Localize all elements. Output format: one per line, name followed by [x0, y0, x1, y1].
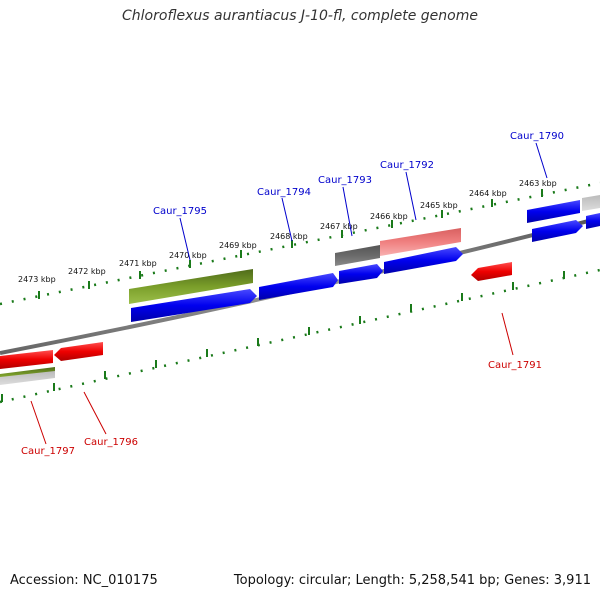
- gene-caur-1792[interactable]: [380, 228, 461, 256]
- gene-edge-blue[interactable]: [586, 213, 600, 229]
- gene-caur-1795-inner[interactable]: [131, 289, 257, 322]
- gene-caur-1793-inner[interactable]: [339, 264, 383, 284]
- gene-label-caur-1794: Caur_1794: [257, 187, 311, 198]
- tick-label: 2473 kbp: [18, 275, 56, 284]
- tick-label: 2466 kbp: [370, 212, 408, 221]
- gene-label-caur-1795: Caur_1795: [153, 206, 207, 217]
- tick-label: 2467 kbp: [320, 222, 358, 231]
- gene-caur-1790-inner[interactable]: [532, 220, 583, 242]
- forward-leaders: [179, 142, 548, 261]
- accession-text: Accession: NC_010175: [10, 573, 158, 588]
- gene-caur-1796[interactable]: [54, 342, 103, 361]
- gene-caur-1792-inner[interactable]: [384, 247, 463, 274]
- gene-label-caur-1797: Caur_1797: [21, 446, 75, 457]
- tick-label: 2471 kbp: [119, 259, 157, 268]
- gene-label-caur-1793: Caur_1793: [318, 175, 372, 186]
- gene-caur-1791[interactable]: [471, 262, 512, 281]
- genome-title: Chloroflexus aurantiacus J-10-fl, comple…: [122, 8, 478, 24]
- tick-label: 2472 kbp: [68, 267, 106, 276]
- gene-caur-1797-gray[interactable]: [0, 371, 55, 385]
- genome-info-text: Topology: circular; Length: 5,258,541 bp…: [233, 573, 591, 588]
- tick-label: 2468 kbp: [270, 232, 308, 241]
- gene-caur-1793[interactable]: [335, 245, 380, 266]
- gene-caur-1790[interactable]: [527, 200, 580, 223]
- reverse-ruler-major-ticks: [1, 271, 565, 402]
- reverse-leaders: [30, 312, 514, 445]
- gene-label-caur-1790: Caur_1790: [510, 131, 564, 142]
- tick-label: 2464 kbp: [469, 189, 507, 198]
- tick-label: 2470 kbp: [169, 251, 207, 260]
- tick-label: 2469 kbp: [219, 241, 257, 250]
- gene-label-caur-1791: Caur_1791: [488, 360, 542, 371]
- gene-caur-1794[interactable]: [259, 273, 338, 300]
- gene-label-caur-1796: Caur_1796: [84, 437, 138, 448]
- gene-unlabeled-gray[interactable]: [582, 195, 600, 211]
- tick-label: 2463 kbp: [519, 179, 557, 188]
- gene-caur-1795[interactable]: [129, 269, 253, 304]
- forward-ruler-major-ticks: [38, 189, 543, 299]
- gene-caur-1797[interactable]: [0, 350, 53, 369]
- gene-label-caur-1792: Caur_1792: [380, 160, 434, 171]
- tick-label: 2465 kbp: [420, 201, 458, 210]
